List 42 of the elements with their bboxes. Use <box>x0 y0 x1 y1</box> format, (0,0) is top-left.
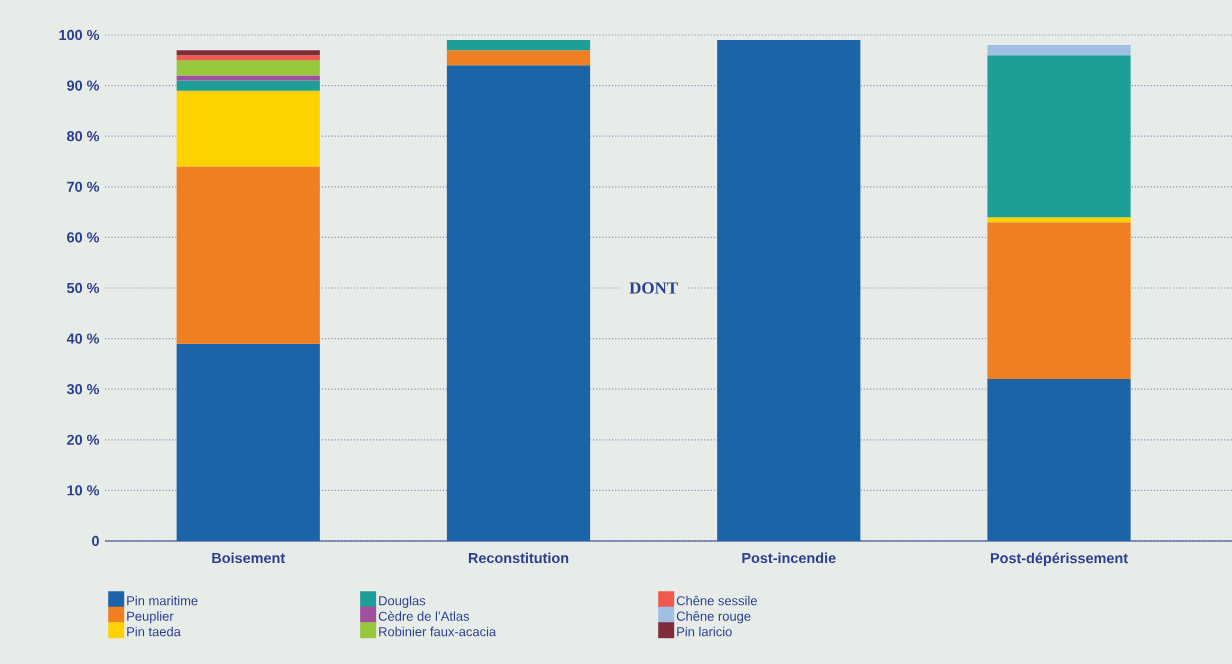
legend-label: Chêne rouge <box>676 611 751 624</box>
bar <box>176 50 320 56</box>
bar <box>446 50 591 66</box>
bar <box>987 45 1131 56</box>
bar <box>176 75 320 81</box>
annotation: DONT <box>629 282 678 294</box>
y-tick-label: 0 <box>92 535 99 547</box>
bar <box>176 60 320 76</box>
y-tick-label: 40 % <box>66 333 100 344</box>
y-tick-label: 30 % <box>66 384 100 395</box>
bar <box>446 65 591 541</box>
legend-label: Pin maritime <box>127 595 198 606</box>
y-tick-label: 50 % <box>67 282 100 294</box>
bar <box>987 55 1131 218</box>
x-tick-label: Post-dépérissement <box>990 552 1128 567</box>
y-tick-label: 90 % <box>67 80 100 91</box>
bar <box>987 379 1131 541</box>
y-tick-label: 10 % <box>67 485 100 496</box>
legend-label: Cèdre de l’Atlas <box>378 611 470 621</box>
legend-label: Douglas <box>379 595 426 608</box>
y-tick-label: 60 % <box>67 232 100 243</box>
legend-label: Peuplier <box>127 611 174 624</box>
legend-label: Pin taeda <box>127 626 181 637</box>
legend-label: Pin laricio <box>677 626 732 637</box>
x-tick-label: Boisement <box>212 552 285 564</box>
bar <box>176 166 320 344</box>
y-tick-label: 80 % <box>67 131 100 142</box>
y-tick-label: 100 % <box>59 29 100 41</box>
y-tick-label: 20 % <box>67 434 100 445</box>
x-tick-label: Post-incendie <box>742 552 836 564</box>
bar <box>987 222 1131 380</box>
bar <box>717 40 861 541</box>
bar <box>987 217 1131 223</box>
legend-label: Chêne sessile <box>676 595 757 606</box>
bar <box>176 90 320 167</box>
bar <box>446 40 591 51</box>
legend-label: Robinier faux-acacia <box>379 626 497 637</box>
bar <box>176 343 320 541</box>
bar <box>176 80 320 91</box>
y-tick-label: 70 % <box>67 181 100 192</box>
bar <box>176 55 320 61</box>
x-tick-label: Reconstitution <box>468 552 569 564</box>
